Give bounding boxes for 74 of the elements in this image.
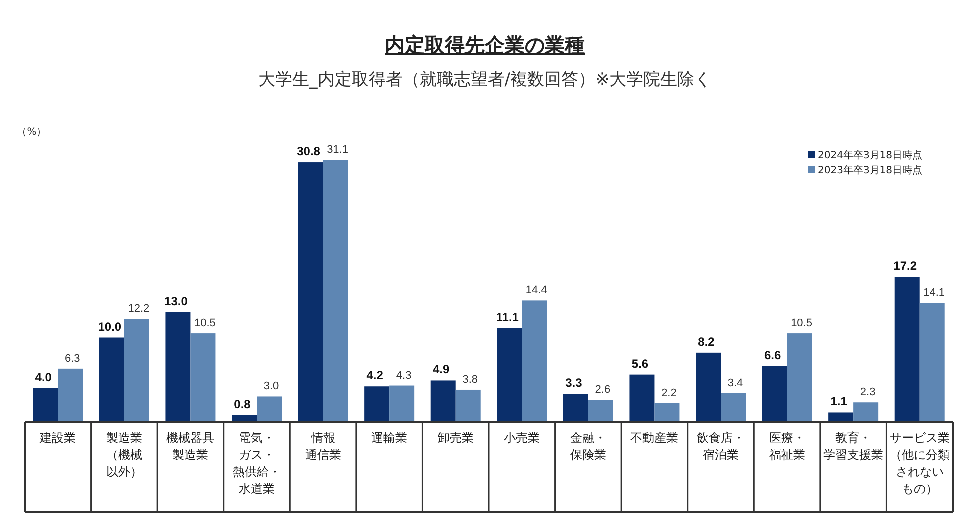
x-tick-label: 飲食店・宿泊業 [697, 431, 745, 462]
chart-subtitle: 大学生_内定取得者（就職志望者/複数回答）※大学院生除く [258, 70, 712, 90]
bar [364, 386, 390, 422]
x-tick-label: 金融・保険業 [570, 431, 606, 462]
x-tick-label: 不動産業 [630, 431, 679, 445]
data-label: 11.1 [496, 310, 520, 324]
x-tick-label: 運輸業 [372, 431, 408, 445]
data-label: 3.3 [566, 376, 583, 390]
data-label: 8.2 [698, 334, 716, 349]
bar [654, 403, 680, 422]
bar [854, 402, 879, 422]
data-label: 14.1 [924, 287, 946, 300]
bar [323, 160, 348, 422]
data-label: 4.3 [396, 370, 412, 382]
data-label: 10.5 [194, 318, 216, 330]
x-tick-label: 情報通信業 [305, 431, 342, 462]
bar [190, 334, 216, 422]
data-label: 4.0 [35, 370, 52, 384]
data-label: 14.4 [526, 284, 548, 297]
bar [124, 319, 150, 422]
data-label: 6.6 [764, 348, 782, 362]
data-label: 10.0 [98, 320, 122, 334]
data-label: 2.2 [662, 387, 677, 400]
bar [762, 366, 788, 422]
bar [166, 312, 191, 422]
bar [33, 388, 58, 422]
data-label: 6.3 [64, 352, 80, 365]
data-label: 17.2 [894, 259, 918, 274]
data-label: 4.2 [366, 368, 384, 383]
x-tick-label: 電気・ガス・熱供給・水道業 [233, 431, 281, 496]
x-tick-label: 医療・福祉業 [769, 431, 806, 462]
bar [58, 368, 84, 422]
bar [588, 400, 614, 422]
legend-label: 2024年卒3月18日時点 [818, 150, 923, 162]
data-label: 2.6 [595, 384, 611, 396]
x-tick-label: 卸売業 [438, 431, 474, 445]
x-tick-label: 機械器具製造業 [166, 431, 215, 462]
bar [497, 328, 522, 422]
bar [828, 412, 854, 422]
bar [522, 300, 548, 422]
bar [390, 386, 415, 422]
bar [298, 162, 324, 422]
data-label: 3.4 [728, 377, 744, 390]
data-label: 12.2 [128, 303, 150, 316]
x-tick-label: 建設業 [39, 431, 76, 445]
bar [920, 303, 945, 422]
data-label: 3.0 [264, 380, 280, 393]
data-label: 3.8 [462, 374, 478, 386]
data-label: 0.8 [234, 397, 252, 412]
bar [721, 393, 746, 422]
bar [630, 374, 655, 422]
bar [257, 396, 282, 422]
chart-title: 内定取得先企業の業種 [385, 33, 585, 57]
data-label: 5.6 [632, 356, 649, 371]
bar [894, 277, 920, 422]
data-label: 1.1 [830, 394, 848, 409]
bar [787, 334, 812, 422]
x-tick-label: 小売業 [504, 431, 540, 445]
bar [99, 338, 124, 422]
data-label: 30.8 [297, 144, 321, 159]
data-label: 10.5 [791, 318, 812, 330]
bar [696, 352, 721, 422]
bar [563, 394, 588, 422]
x-tick-label: 教育・学習支援業 [824, 431, 884, 462]
bar [430, 380, 456, 422]
x-tick-label: 製造業（機械以外） [106, 431, 142, 479]
data-label: 2.3 [860, 386, 876, 399]
y-axis-title: （%） [17, 127, 47, 138]
data-label: 4.9 [433, 362, 450, 377]
data-label: 13.0 [164, 294, 188, 308]
bar [456, 390, 481, 422]
legend-label: 2023年卒3月18日時点 [818, 164, 923, 176]
x-tick-label: サービス業（他に分類されないもの） [890, 431, 950, 496]
data-label: 31.1 [327, 144, 348, 156]
